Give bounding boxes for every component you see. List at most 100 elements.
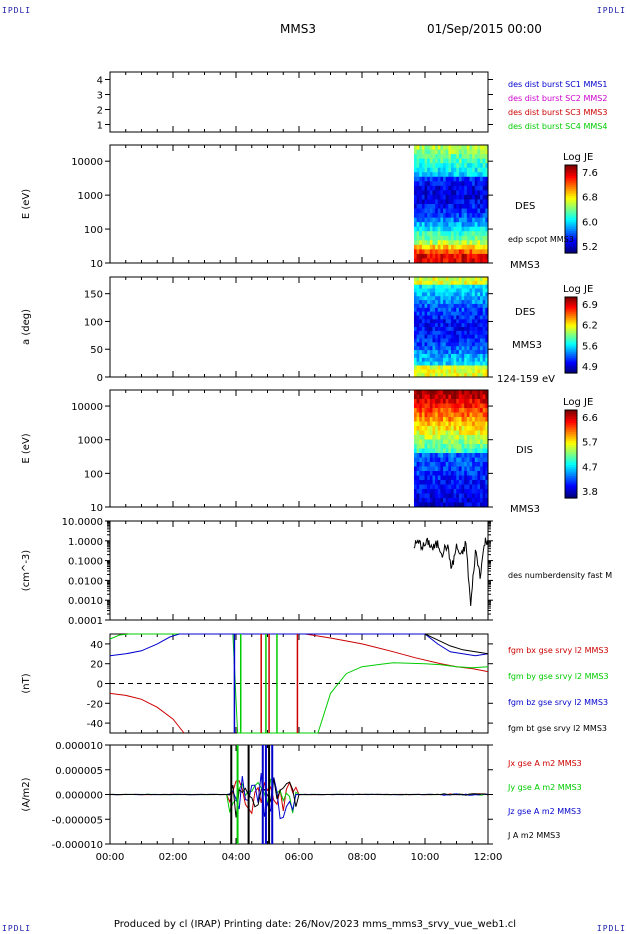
spectrogram-cell	[469, 181, 473, 187]
spectrogram-cell	[427, 208, 431, 214]
spectrogram-cell	[469, 426, 473, 431]
spectrogram-cell	[469, 213, 473, 219]
spectrogram-cell	[427, 190, 431, 196]
spectrogram-cell	[413, 489, 418, 494]
spectrogram-cell	[432, 471, 436, 476]
spectrogram-cell	[429, 204, 433, 210]
spectrogram-cell	[432, 288, 436, 293]
spectrogram-cell	[485, 342, 489, 347]
colorbar-tick-label: 6.2	[582, 321, 598, 332]
spectrogram-cell	[432, 403, 436, 409]
spectrogram-cell	[477, 145, 481, 151]
spectrogram-cell	[464, 357, 468, 363]
spectrogram-cell	[469, 222, 473, 228]
spectrogram-cell	[482, 369, 486, 374]
spectrogram-cell	[419, 502, 423, 508]
spectrogram-cell	[416, 369, 420, 374]
spectrogram-cell	[416, 226, 420, 232]
colorbar-cell	[565, 336, 577, 340]
spectrogram-cell	[427, 235, 431, 241]
spectrogram-cell	[416, 457, 420, 463]
spectrogram-cell	[469, 403, 473, 409]
spectrogram-cell	[432, 167, 436, 173]
spectrogram-cell	[480, 226, 484, 232]
spectrogram-cell	[416, 350, 420, 355]
spectrogram-cell	[427, 176, 431, 182]
spectrogram-cell	[429, 403, 433, 409]
spectrogram-cell	[480, 342, 484, 347]
spectrogram-cell	[421, 448, 426, 454]
colorbar-cell	[565, 220, 577, 223]
spectrogram-cell	[456, 194, 460, 200]
spectrogram-cell	[464, 172, 468, 178]
spectrogram-cell	[456, 213, 460, 219]
spectrogram-cell	[477, 300, 481, 305]
spectrogram-cell	[482, 158, 486, 164]
spectrogram-cell	[469, 493, 473, 499]
spectrogram-cell	[448, 145, 452, 151]
spectrogram-cell	[427, 280, 431, 286]
spectrogram-cell	[429, 158, 433, 164]
spectrogram-cell	[435, 390, 439, 395]
spectrogram-cell	[424, 475, 428, 481]
spectrogram-cell	[472, 303, 476, 309]
spectrogram-cell	[461, 403, 465, 409]
spectrogram-cell	[477, 462, 481, 467]
spectrogram-cell	[421, 323, 426, 328]
spectrogram-cell	[450, 307, 455, 313]
spectrogram-cell	[456, 453, 460, 458]
spectrogram-cell	[469, 244, 473, 250]
spectrogram-cell	[450, 235, 455, 241]
spectrogram-cell	[424, 417, 428, 422]
spectrogram-cell	[474, 292, 478, 297]
spectrogram-cell	[419, 163, 423, 169]
spectrogram-cell	[485, 323, 489, 328]
spectrogram-cell	[485, 240, 489, 246]
spectrogram-cell	[443, 453, 447, 458]
spectrogram-cell	[424, 235, 428, 241]
spectrogram-cell	[419, 435, 423, 440]
spectrogram-cell	[458, 373, 463, 378]
spectrogram-cell	[445, 493, 449, 499]
spectrogram-cell	[413, 457, 418, 463]
spectrogram-cell	[416, 213, 420, 219]
spectrogram-cell	[429, 284, 433, 290]
spectrogram-cell	[482, 426, 486, 431]
spectrogram-cell	[437, 462, 441, 467]
spectrogram-cell	[474, 361, 478, 366]
spectrogram-cell	[474, 280, 478, 286]
spectrogram-cell	[432, 149, 436, 155]
spectrogram-cell	[466, 444, 470, 449]
spectrogram-cell	[456, 185, 460, 191]
spectrogram-cell	[413, 154, 418, 160]
spectrogram-cell	[437, 484, 441, 490]
spectrogram-cell	[482, 462, 486, 467]
spectrogram-cell	[424, 208, 428, 214]
spectrogram-cell	[458, 277, 463, 282]
spectrogram-cell	[437, 435, 441, 440]
spectrogram-cell	[453, 448, 457, 454]
spectrogram-cell	[445, 181, 449, 187]
spectrogram-cell	[453, 403, 457, 409]
spectrogram-cell	[443, 176, 447, 182]
spectrogram-cell	[461, 296, 465, 301]
colorbar-cell	[565, 495, 577, 499]
spectrogram-cell	[485, 334, 489, 340]
spectrogram-cell	[445, 369, 449, 374]
spectrogram-cell	[472, 158, 476, 164]
spectrogram-cell	[448, 249, 452, 255]
spectrogram-cell	[435, 357, 439, 363]
spectrogram-cell	[474, 222, 478, 228]
spectrogram-cell	[413, 307, 418, 313]
spectrogram-cell	[466, 284, 470, 290]
spectrogram-cell	[448, 430, 452, 436]
spectrogram-cell	[419, 471, 423, 476]
spectrogram-cell	[458, 145, 463, 151]
spectrogram-cell	[453, 296, 457, 301]
spectrogram-cell	[464, 163, 468, 169]
spectrogram-cell	[416, 493, 420, 499]
spectrogram-cell	[429, 435, 433, 440]
spectrogram-cell	[461, 190, 465, 196]
spectrogram-cell	[474, 448, 478, 454]
spectrogram-cell	[429, 338, 433, 343]
